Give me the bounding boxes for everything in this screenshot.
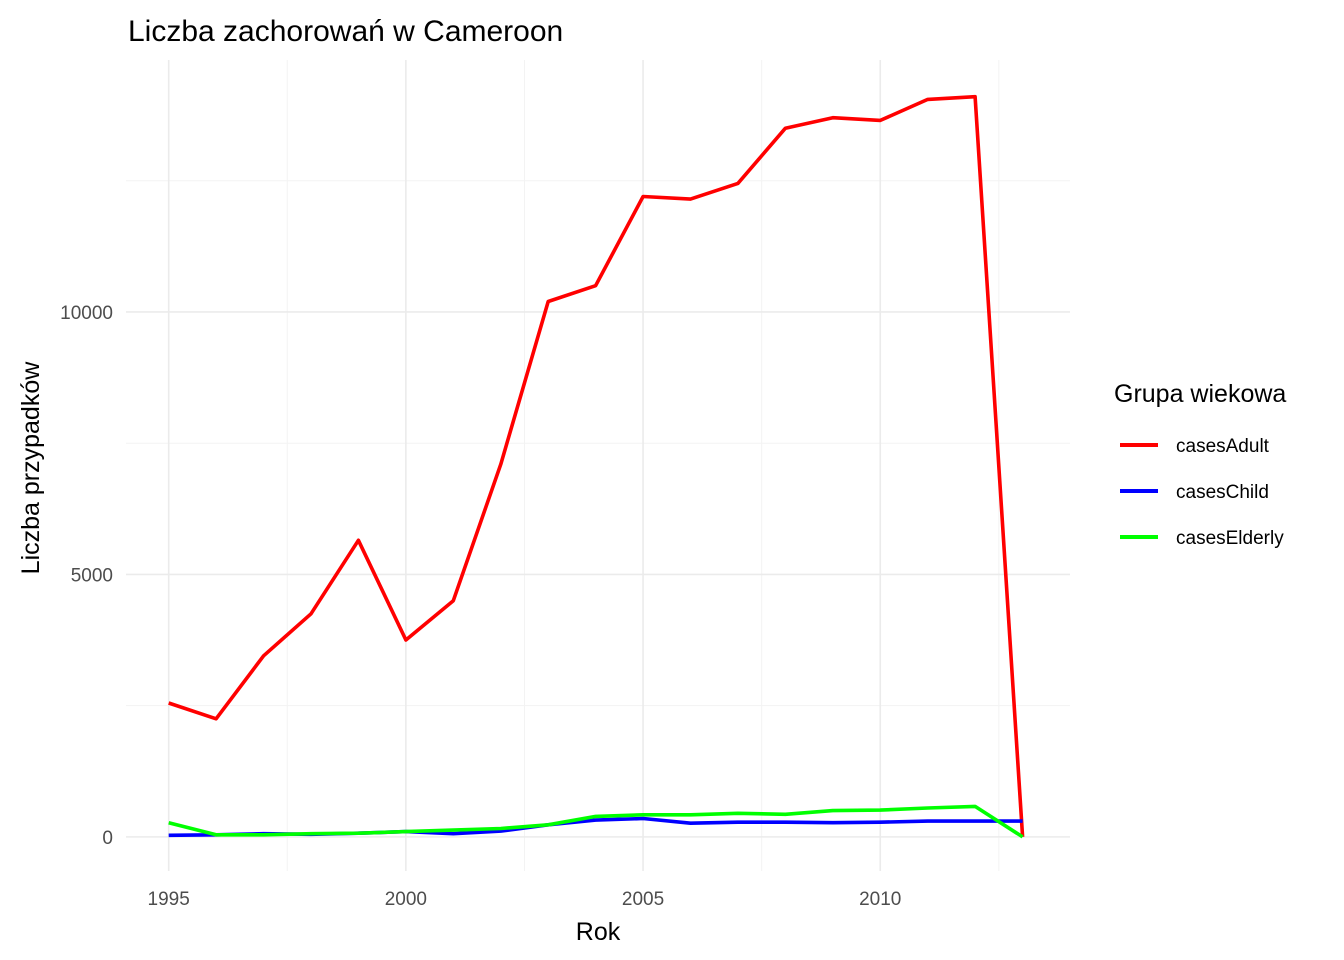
x-tick-label: 2010 [859,889,901,910]
x-tick-label: 1995 [148,889,190,910]
y-tick-label: 0 [102,828,113,849]
y-tick-label: 10000 [60,303,113,324]
legend-title: Grupa wiekowa [1114,380,1286,408]
y-axis-ticks: 0 5000 10000 [60,303,113,849]
legend-label-casesChild: casesChild [1176,482,1269,503]
chart-title: Liczba zachorowań w Cameroon [128,15,563,48]
series-lines [168,94,1025,839]
x-tick-label: 2005 [622,889,664,910]
grid [126,60,1070,871]
x-tick-label: 2000 [385,889,427,910]
legend-label-casesElderly: casesElderly [1176,528,1284,549]
series-line-casesAdult [168,94,1025,838]
y-axis-title: Liczba przypadków [17,361,45,575]
series-line-casesElderly [168,804,1024,839]
x-axis-ticks: 1995 2000 2005 2010 [148,889,902,910]
y-tick-label: 5000 [71,565,113,586]
legend-label-casesAdult: casesAdult [1176,436,1270,457]
legend: Grupa wiekowa casesAdult casesChild casesE… [1114,380,1286,549]
x-axis-title: Rok [576,918,621,946]
